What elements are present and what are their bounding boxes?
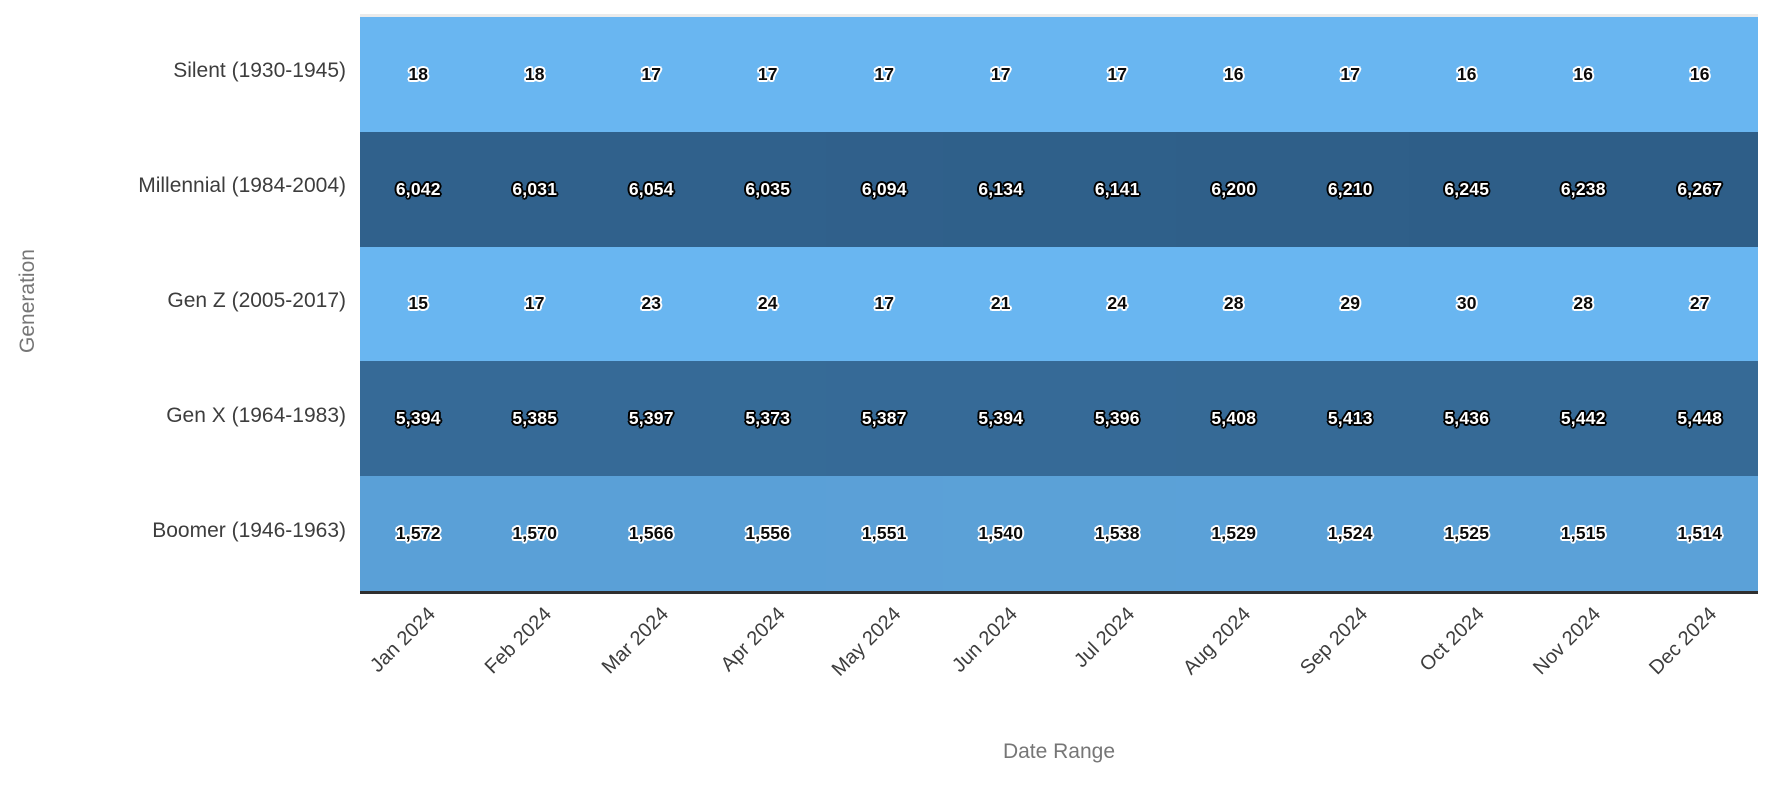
heatmap-cell[interactable]: 1,570 [476, 476, 593, 591]
heatmap-cell[interactable]: 24 [1059, 246, 1176, 362]
x-tick-label: May 2024 [828, 603, 906, 681]
heatmap-cell[interactable]: 1,551 [826, 476, 943, 591]
heatmap-cell[interactable]: 6,094 [826, 131, 943, 247]
x-tick-label: Mar 2024 [597, 603, 673, 679]
heatmap-cell[interactable]: 17 [942, 17, 1059, 132]
heatmap-cell[interactable]: 17 [826, 17, 943, 132]
heatmap-cell[interactable]: 1,525 [1408, 476, 1525, 591]
x-tick-label: Nov 2024 [1528, 603, 1605, 680]
heatmap-cell[interactable]: 16 [1525, 17, 1642, 132]
x-tick-label: Oct 2024 [1415, 603, 1489, 676]
heatmap-cell[interactable]: 1,540 [942, 476, 1059, 591]
heatmap-cell[interactable]: 6,054 [593, 131, 710, 247]
y-tick-labels: Silent (1930-1945) Millennial (1984-2004)… [0, 14, 346, 588]
heatmap-cell[interactable]: 6,267 [1641, 131, 1758, 247]
heatmap-cell[interactable]: 24 [709, 246, 826, 362]
heatmap-cell[interactable]: 1,556 [709, 476, 826, 591]
heatmap-cell[interactable]: 5,442 [1525, 361, 1642, 477]
heatmap-cell[interactable]: 1,514 [1641, 476, 1758, 591]
x-tick-label: Sep 2024 [1295, 603, 1372, 680]
heatmap-cell[interactable]: 16 [1641, 17, 1758, 132]
heatmap-grid: 18 18 17 17 17 17 17 16 17 16 16 16 6,042 6,031 6,054 6… [360, 14, 1758, 594]
heatmap-cell[interactable]: 18 [476, 17, 593, 132]
heatmap-cell[interactable]: 23 [593, 246, 710, 362]
x-tick-label: Jul 2024 [1069, 603, 1139, 673]
heatmap-cell[interactable]: 6,210 [1292, 131, 1409, 247]
heatmap-cell[interactable]: 1,572 [360, 476, 477, 591]
heatmap-cell[interactable]: 6,035 [709, 131, 826, 247]
heatmap-cell[interactable]: 1,515 [1525, 476, 1642, 591]
row-label: Gen Z (2005-2017) [167, 288, 346, 312]
x-tick-label: Apr 2024 [716, 603, 790, 676]
heatmap-cell[interactable]: 5,394 [360, 361, 477, 477]
x-tick-label: Aug 2024 [1179, 603, 1256, 680]
heatmap-cell[interactable]: 1,538 [1059, 476, 1176, 591]
heatmap-cell[interactable]: 15 [360, 246, 477, 362]
heatmap-cell[interactable]: 6,245 [1408, 131, 1525, 247]
heatmap-cell[interactable]: 5,394 [942, 361, 1059, 477]
heatmap-cell[interactable]: 5,396 [1059, 361, 1176, 477]
heatmap-cell[interactable]: 1,529 [1175, 476, 1292, 591]
x-axis-title: Date Range [1002, 740, 1116, 763]
heatmap-cell[interactable]: 6,042 [360, 131, 477, 247]
row-label: Gen X (1964-1983) [166, 403, 346, 427]
heatmap-cell[interactable]: 1,524 [1292, 476, 1409, 591]
row-label: Boomer (1946-1963) [152, 518, 346, 542]
heatmap-cell[interactable]: 17 [476, 246, 593, 362]
heatmap-cell[interactable]: 1,566 [593, 476, 710, 591]
heatmap-cell[interactable]: 21 [942, 246, 1059, 362]
x-tick-label: Dec 2024 [1645, 603, 1722, 680]
heatmap-cell[interactable]: 27 [1641, 246, 1758, 362]
heatmap-cell[interactable]: 6,031 [476, 131, 593, 247]
heatmap-cell[interactable]: 17 [1292, 17, 1409, 132]
heatmap-cell[interactable]: 5,373 [709, 361, 826, 477]
heatmap-cell[interactable]: 17 [593, 17, 710, 132]
heatmap-cell[interactable]: 5,385 [476, 361, 593, 477]
heatmap-cell[interactable]: 5,397 [593, 361, 710, 477]
heatmap-cell[interactable]: 6,238 [1525, 131, 1642, 247]
heatmap-cell[interactable]: 16 [1175, 17, 1292, 132]
x-tick-label: Jun 2024 [948, 603, 1023, 677]
heatmap-cell[interactable]: 30 [1408, 246, 1525, 362]
heatmap-cell[interactable]: 6,200 [1175, 131, 1292, 247]
heatmap-cell[interactable]: 29 [1292, 246, 1409, 362]
heatmap-cell[interactable]: 6,141 [1059, 131, 1176, 247]
row-label: Millennial (1984-2004) [138, 174, 346, 198]
heatmap-cell[interactable]: 5,413 [1292, 361, 1409, 477]
heatmap-cell[interactable]: 6,134 [942, 131, 1059, 247]
heatmap-cell[interactable]: 16 [1408, 17, 1525, 132]
row-label: Silent (1930-1945) [173, 59, 346, 83]
heatmap-cell[interactable]: 17 [1059, 17, 1176, 132]
heatmap-cell[interactable]: 17 [709, 17, 826, 132]
heatmap-cell[interactable]: 28 [1525, 246, 1642, 362]
x-tick-label: Jan 2024 [366, 603, 440, 677]
heatmap-cell[interactable]: 5,387 [826, 361, 943, 477]
x-tick-label: Feb 2024 [480, 603, 557, 679]
heatmap-cell[interactable]: 5,408 [1175, 361, 1292, 477]
heatmap-cell[interactable]: 5,436 [1408, 361, 1525, 477]
heatmap-cell[interactable]: 17 [826, 246, 943, 362]
heatmap-cell[interactable]: 18 [360, 17, 477, 132]
heatmap-cell[interactable]: 5,448 [1641, 361, 1758, 477]
heatmap-cell[interactable]: 28 [1175, 246, 1292, 362]
